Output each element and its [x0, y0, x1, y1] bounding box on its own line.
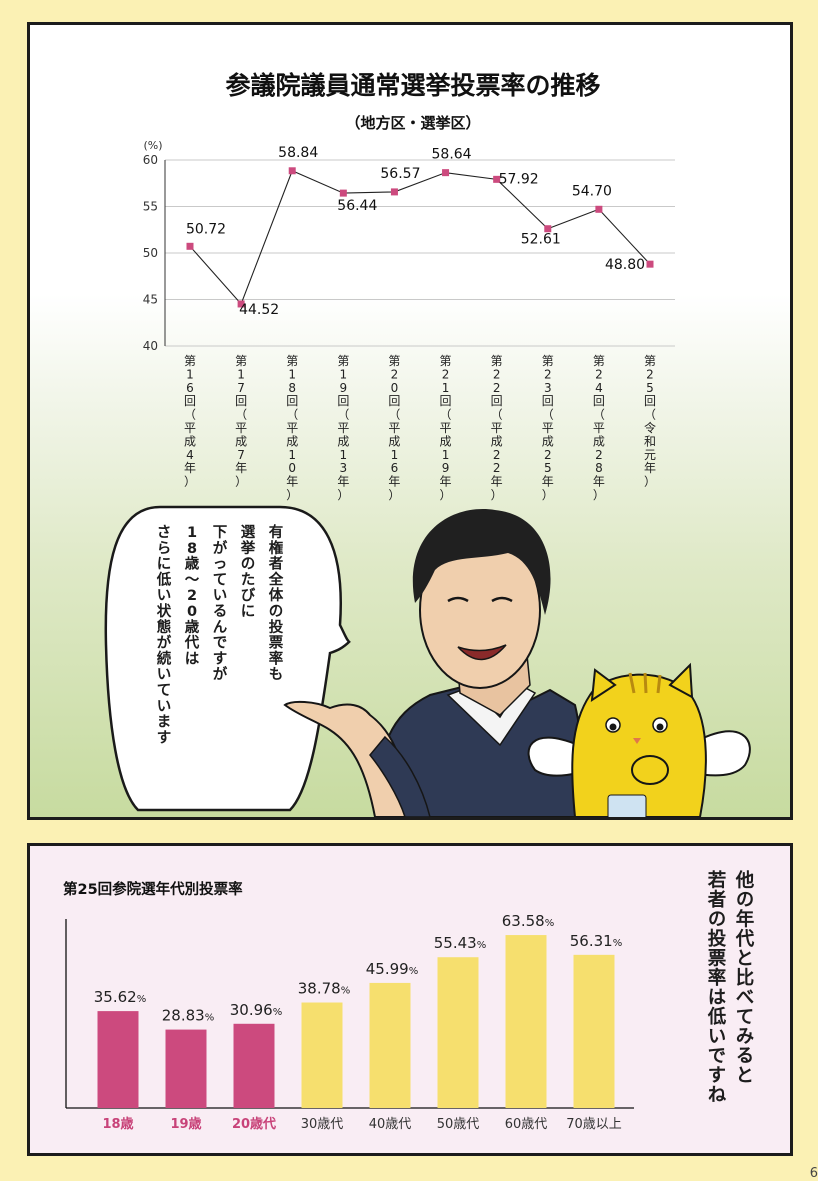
- side-comment: 他の年代と比べてみると 若者の投票率は低いですね: [701, 870, 757, 1104]
- data-label: 52.61: [521, 232, 561, 248]
- series-line: [189, 170, 651, 306]
- turnout-trend-panel: 参議院議員通常選挙投票率の推移 （地方区・選挙区） (%) 40 45 50 55 60…: [27, 22, 793, 820]
- y-tick-label: 55: [143, 200, 158, 214]
- data-label: 48.80: [605, 257, 645, 273]
- x-tick-label: 第 2 0 回（平成 1 6 年）: [388, 354, 400, 502]
- data-label: 56.57: [380, 166, 420, 182]
- bar-category-label: 60歳代: [505, 1117, 548, 1132]
- data-point: [186, 242, 194, 250]
- bar: [233, 1023, 275, 1108]
- data-label: 56.44: [337, 198, 377, 214]
- bar: [573, 954, 615, 1108]
- bar: [97, 1011, 139, 1108]
- bar: [369, 982, 411, 1108]
- bar-category-label: 40歳代: [369, 1117, 412, 1132]
- data-point: [493, 175, 501, 183]
- x-tick-label: 第 1 9 回（平成 1 3 年）: [337, 354, 349, 502]
- page-number: 6: [809, 1166, 818, 1181]
- bar: [505, 935, 547, 1108]
- bar-chart: 第25回参院選年代別投票率 35.62% 18歳 28.83% 19歳 30.96% 20…: [63, 880, 634, 1132]
- x-tick-label: 第 2 2 回（平成 2 2 年）: [491, 354, 503, 502]
- bar-value-label: 30.96%: [230, 1001, 282, 1019]
- bar-category-label: 20歳代: [232, 1116, 276, 1132]
- data-label: 58.84: [278, 145, 318, 161]
- y-tick-label: 50: [143, 246, 158, 260]
- data-point: [646, 260, 654, 268]
- side-comment-line-1: 他の年代と比べてみると: [733, 870, 754, 1085]
- x-tick-label: 第 1 7 回（平成 7 年）: [235, 354, 247, 489]
- speech-bubble-text: 有権者全体の投票率も選挙のたびに下がっているんですが1 8 歳～ 2 0 歳代はさらに低い…: [156, 523, 284, 746]
- line-chart: 参議院議員通常選挙投票率の推移 （地方区・選挙区） (%) 40 45 50 55 60…: [104, 71, 751, 817]
- bar: [165, 1029, 207, 1108]
- x-tick-label: 第 2 3 回（平成 2 5 年）: [542, 354, 554, 502]
- bar-category-label: 70歳以上: [566, 1117, 622, 1132]
- bar-value-label: 55.43%: [434, 934, 486, 952]
- x-tick-label: 第 1 8 回（平成 1 0 年）: [286, 354, 298, 502]
- bar: [437, 957, 479, 1108]
- x-tick-label: 第 1 6 回（平成 4 年）: [184, 354, 196, 489]
- data-label: 54.70: [572, 183, 612, 199]
- presenter-illustration: [283, 509, 588, 817]
- bar-value-label: 28.83%: [162, 1007, 214, 1025]
- bar-category-label: 30歳代: [301, 1117, 344, 1132]
- age-turnout-panel: 第25回参院選年代別投票率 35.62% 18歳 28.83% 19歳 30.96% 20…: [27, 843, 793, 1156]
- line-chart-grid: 40 45 50 55 60: [143, 153, 675, 353]
- data-point: [237, 300, 245, 308]
- x-tick-label: 第 2 1 回（平成 1 9 年）: [440, 354, 452, 502]
- data-label: 58.64: [432, 147, 472, 163]
- data-label: 44.52: [239, 302, 279, 318]
- side-comment-line-2: 若者の投票率は低いですね: [705, 870, 726, 1104]
- x-tick-label: 第 2 5 回（令和元年）: [644, 354, 656, 489]
- data-point: [339, 189, 347, 197]
- bar-category-label: 18歳: [102, 1116, 133, 1132]
- bar: [301, 1002, 343, 1108]
- data-label: 57.92: [499, 171, 539, 187]
- y-tick-label: 40: [143, 339, 158, 353]
- y-axis-unit: (%): [143, 139, 162, 152]
- bar-value-label: 56.31%: [570, 932, 622, 950]
- bar-chart-title: 第25回参院選年代別投票率: [63, 880, 243, 898]
- bar-value-label: 38.78%: [298, 980, 350, 998]
- bar-value-label: 45.99%: [366, 960, 418, 978]
- data-label: 50.72: [186, 221, 226, 237]
- bar-value-label: 63.58%: [502, 912, 554, 930]
- data-point: [595, 205, 603, 213]
- bar-category-label: 50歳代: [437, 1117, 480, 1132]
- y-tick-label: 60: [143, 153, 158, 167]
- x-tick-label: 第 2 4 回（平成 2 8 年）: [593, 354, 605, 502]
- data-point: [544, 225, 552, 233]
- bar-chart-plot: 35.62% 18歳 28.83% 19歳 30.96% 20歳代 38.78% 30歳代 45…: [94, 912, 622, 1132]
- data-point: [288, 167, 296, 175]
- line-chart-plot: 第 1 6 回（平成 4 年） 第 1 7 回（平成 7 年） 第 1 8 回（平成 1 0 年） 第 1 9 回（平成 1 3…: [184, 145, 656, 502]
- line-chart-title: 参議院議員通常選挙投票率の推移: [225, 71, 600, 100]
- bar-category-label: 19歳: [170, 1116, 201, 1132]
- data-point: [442, 169, 450, 177]
- y-tick-label: 45: [143, 293, 158, 307]
- line-chart-subtitle: （地方区・選挙区）: [345, 114, 480, 132]
- bar-value-label: 35.62%: [94, 988, 146, 1006]
- data-point: [390, 188, 398, 196]
- mascot-cat-illustration: [527, 662, 751, 817]
- speech-bubble: 有権者全体の投票率も選挙のたびに下がっているんですが1 8 歳～ 2 0 歳代はさらに低い…: [104, 505, 351, 812]
